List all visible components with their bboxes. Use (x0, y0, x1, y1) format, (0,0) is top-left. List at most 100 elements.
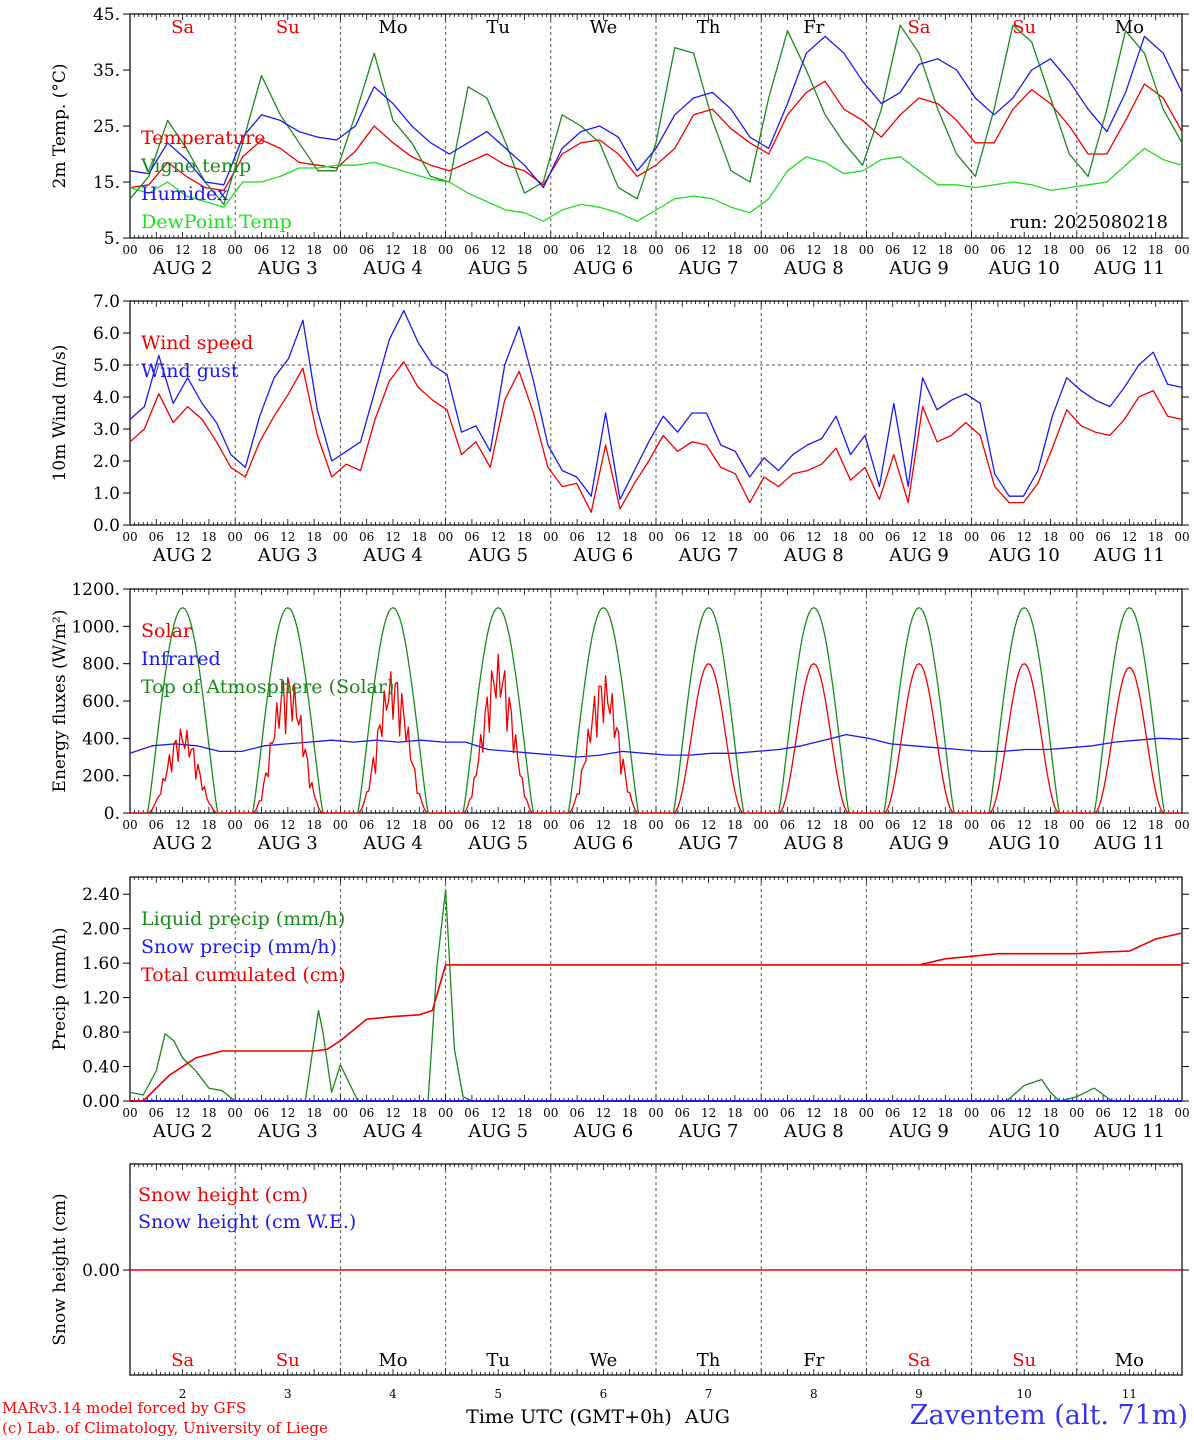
series-line-temperature (129, 80, 1183, 192)
hour-tick-label: 18 (1148, 243, 1163, 257)
hour-tick-label: 00 (333, 530, 348, 544)
series-line-dewpoint-temp (129, 147, 1183, 222)
hour-tick-label: 06 (1095, 243, 1110, 257)
date-label: AUG 9 (888, 545, 949, 566)
hour-tick-label: 18 (727, 1106, 742, 1120)
weekday-label: Su (1012, 1350, 1036, 1371)
date-label: AUG 4 (362, 258, 423, 279)
hour-tick-label: 18 (306, 818, 321, 832)
hour-tick-label: 06 (359, 818, 374, 832)
hour-tick-label: 00 (1174, 243, 1189, 257)
weekday-label: We (590, 17, 618, 38)
hour-tick-label: 06 (359, 1106, 374, 1120)
date-label: AUG 3 (257, 1121, 318, 1142)
y-tick-label: 1.20 (82, 989, 120, 1009)
hour-tick-label: 12 (701, 243, 716, 257)
day-number-label: 11 (1122, 1387, 1137, 1401)
y-tick-label: 0.00 (82, 1092, 120, 1112)
hour-tick-label: 18 (412, 243, 427, 257)
y-tick-label: 1.0 (93, 484, 120, 504)
hour-tick-label: 00 (964, 530, 979, 544)
hour-tick-label: 12 (385, 530, 400, 544)
y-tick-label: 2.40 (82, 885, 120, 905)
y-axis-0: 5. 15. 25. 35. 45. 2m Temp. (°C) (50, 5, 1189, 249)
hour-tick-label: 06 (149, 243, 164, 257)
hour-tick-label: 18 (938, 243, 953, 257)
hour-tick-label: 12 (701, 1106, 716, 1120)
hour-tick-label: 00 (228, 1106, 243, 1120)
hour-tick-label: 06 (464, 243, 479, 257)
hour-tick-label: 00 (1174, 1106, 1189, 1120)
date-label: AUG 11 (1093, 545, 1165, 566)
hour-tick-label: 00 (964, 818, 979, 832)
date-label: AUG 3 (257, 258, 318, 279)
hour-tick-label: 18 (306, 530, 321, 544)
y-tick-label: 2.0 (93, 452, 120, 472)
date-label: AUG 10 (988, 1121, 1060, 1142)
hour-tick-label: 00 (333, 243, 348, 257)
hour-tick-label: 00 (543, 1106, 558, 1120)
date-label: AUG 10 (988, 833, 1060, 854)
date-label: AUG 3 (257, 545, 318, 566)
hour-tick-label: 00 (1069, 243, 1084, 257)
hour-tick-label: 06 (1095, 818, 1110, 832)
hour-tick-label: 12 (911, 243, 926, 257)
hour-tick-label: 18 (832, 818, 847, 832)
hour-tick-label: 12 (806, 530, 821, 544)
hour-tick-label: 18 (517, 243, 532, 257)
weekday-label: Fr (803, 17, 824, 38)
date-label: AUG 6 (573, 833, 634, 854)
hour-tick-label: 12 (596, 243, 611, 257)
hour-tick-label: 06 (990, 1106, 1005, 1120)
day-number-label: 4 (389, 1387, 397, 1401)
hour-tick-label: 06 (149, 1106, 164, 1120)
hour-tick-label: 06 (1095, 530, 1110, 544)
hour-tick-label: 12 (175, 1106, 190, 1120)
date-label: AUG 10 (988, 545, 1060, 566)
hour-tick-label: 12 (175, 530, 190, 544)
hour-tick-label: 12 (911, 530, 926, 544)
hour-tick-label: 00 (648, 530, 663, 544)
hour-tick-label: 06 (780, 818, 795, 832)
date-label: AUG 7 (678, 545, 739, 566)
hour-tick-label: 18 (832, 243, 847, 257)
hour-tick-label: 00 (754, 243, 769, 257)
hour-tick-label: 18 (938, 818, 953, 832)
hour-tick-label: 18 (622, 243, 637, 257)
weekday-label: Su (276, 17, 300, 38)
date-label: AUG 11 (1093, 1121, 1165, 1142)
weekday-label: Mo (1115, 17, 1144, 38)
y-tick-label: 25. (93, 117, 120, 137)
hour-tick-label: 06 (885, 818, 900, 832)
x-axis-label: Time UTC (GMT+0h) (466, 1406, 672, 1428)
y-axis-2: 0. 200. 400. 600. 800. 1000. 1200.Energy fluxe… (50, 580, 1189, 824)
hour-tick-label: 00 (228, 243, 243, 257)
hour-tick-label: 06 (675, 530, 690, 544)
hour-tick-label: 00 (122, 243, 137, 257)
hour-tick-label: 18 (412, 530, 427, 544)
hour-tick-label: 00 (333, 1106, 348, 1120)
hour-tick-label: 18 (622, 530, 637, 544)
hour-tick-label: 12 (911, 1106, 926, 1120)
hour-tick-label: 00 (438, 530, 453, 544)
copyright-credit: (c) Lab. of Climatology, University of L… (2, 1419, 328, 1437)
weekday-label: Tu (486, 17, 510, 38)
hour-tick-label: 00 (859, 530, 874, 544)
hour-tick-label: 12 (280, 818, 295, 832)
hour-tick-label: 00 (438, 1106, 453, 1120)
hour-tick-label: 18 (1043, 818, 1058, 832)
hour-tick-label: 00 (648, 243, 663, 257)
hour-tick-label: 06 (990, 818, 1005, 832)
series-line-total-cumulated (130, 932, 1183, 1102)
hour-tick-label: 06 (990, 243, 1005, 257)
date-label: AUG 6 (573, 258, 634, 279)
y-tick-label: 2.00 (82, 920, 120, 940)
plot-border (129, 300, 1183, 526)
day-number-label: 6 (600, 1387, 608, 1401)
hour-tick-label: 12 (385, 818, 400, 832)
hour-tick-label: 18 (412, 818, 427, 832)
hour-tick-label: 00 (438, 243, 453, 257)
hour-tick-label: 06 (569, 1106, 584, 1120)
date-label: AUG 9 (888, 1121, 949, 1142)
